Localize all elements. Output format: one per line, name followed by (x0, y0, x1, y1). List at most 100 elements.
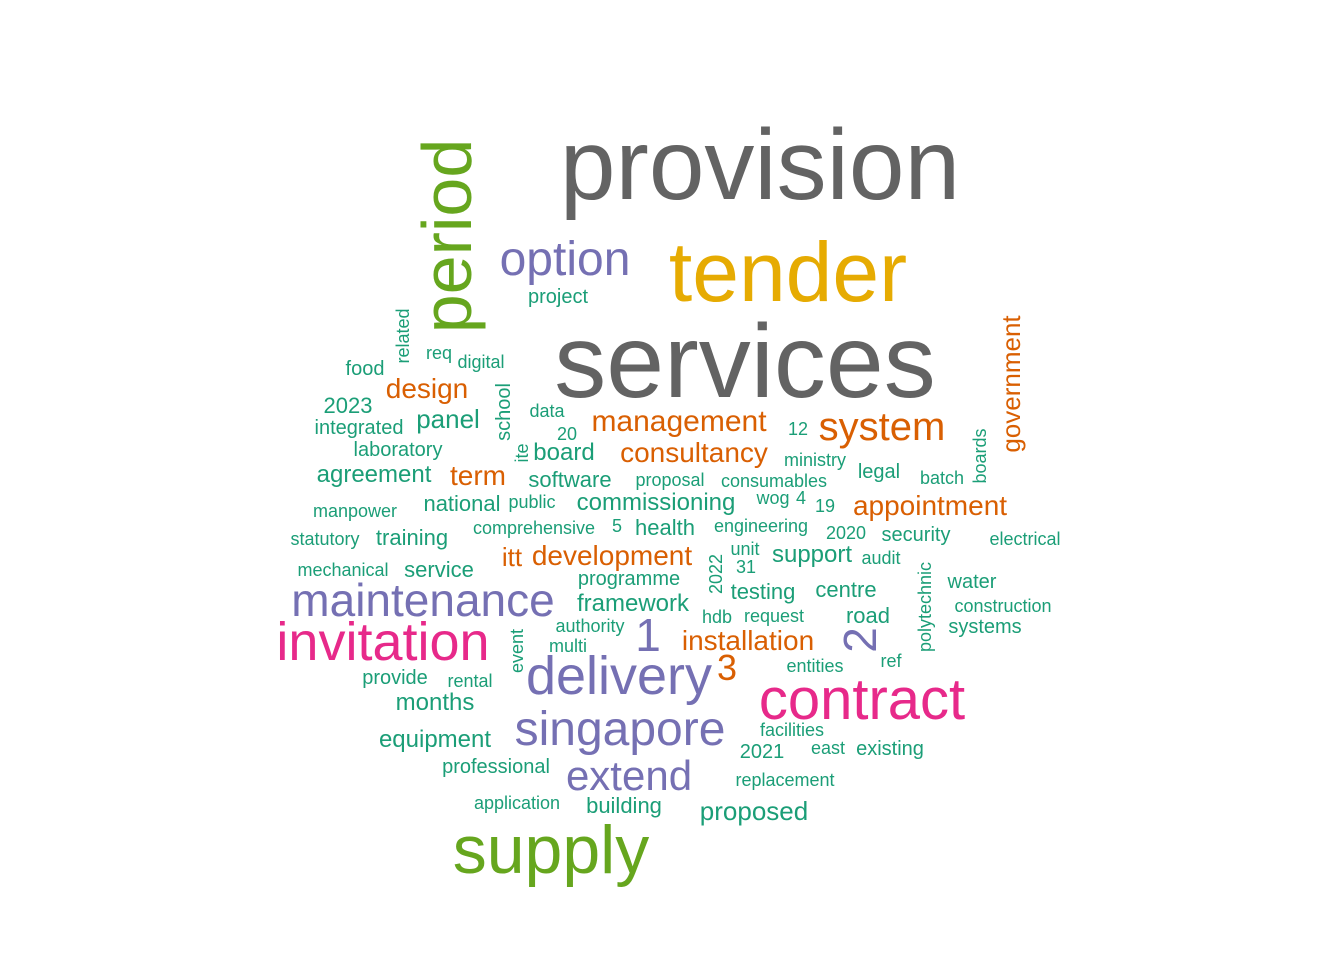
word-integrated: integrated (314, 417, 404, 439)
word-framework: framework (576, 590, 690, 617)
word-term: term (450, 460, 506, 491)
word-multi: multi (548, 636, 588, 656)
word-building: building (586, 793, 662, 818)
word-related: related (393, 308, 413, 364)
word-mechanical: mechanical (297, 560, 389, 580)
word-maintenance: maintenance (291, 574, 555, 626)
word-systems: systems (948, 616, 1022, 638)
word-wog: wog (756, 488, 790, 508)
word-contract: contract (758, 667, 966, 732)
word-ite: ite (512, 443, 532, 463)
word-ref: ref (880, 651, 902, 671)
word-2020: 2020 (825, 523, 867, 543)
word-4: 4 (795, 488, 807, 508)
word-boards: boards (970, 428, 990, 484)
word-panel: panel (416, 404, 480, 434)
word-batch: batch (919, 468, 965, 488)
word-option: option (499, 233, 631, 286)
word-professional: professional (442, 756, 550, 778)
word-electrical: electrical (989, 529, 1061, 549)
word-5: 5 (611, 516, 623, 536)
word-design: design (385, 373, 469, 404)
word-facilities: facilities (759, 720, 825, 740)
word-months: months (395, 689, 475, 716)
word-engineering: engineering (713, 516, 809, 536)
word-training: training (375, 525, 449, 550)
word-2: 2 (834, 627, 886, 653)
word-appointment: appointment (852, 490, 1008, 521)
word-existing: existing (856, 738, 924, 760)
word-project: project (527, 286, 589, 308)
word-31: 31 (735, 557, 757, 577)
word-laboratory: laboratory (353, 439, 443, 461)
word-itt: itt (501, 542, 523, 572)
word-installation: installation (681, 625, 815, 656)
word-singapore: singapore (514, 703, 726, 756)
word-extend: extend (565, 752, 693, 799)
word-support: support (771, 541, 853, 568)
word-comprehensive: comprehensive (472, 518, 596, 538)
word-statutory: statutory (290, 529, 360, 549)
word-12: 12 (787, 419, 809, 439)
word-19: 19 (814, 496, 836, 516)
word-food: food (345, 358, 385, 380)
word-manpower: manpower (312, 501, 398, 521)
word-national: national (423, 491, 501, 516)
word-invitation: invitation (276, 612, 490, 672)
word-board: board (533, 439, 595, 466)
word-ministry: ministry (784, 450, 846, 470)
word-legal: legal (857, 461, 901, 483)
word-proposal: proposal (635, 470, 705, 490)
word-service: service (404, 557, 474, 582)
word-hdb: hdb (701, 607, 733, 627)
word-commissioning: commissioning (576, 489, 736, 516)
word-2021: 2021 (739, 741, 785, 763)
word-consultancy: consultancy (620, 437, 768, 468)
word-2022: 2022 (706, 553, 726, 595)
word-2023: 2023 (323, 393, 373, 418)
word-req: req (425, 343, 453, 363)
word-rental: rental (447, 671, 493, 691)
word-20: 20 (556, 424, 578, 444)
word-testing: testing (730, 579, 796, 604)
word-system: system (818, 405, 946, 449)
word-event: event (507, 628, 527, 674)
word-entities: entities (786, 656, 844, 676)
word-unit: unit (730, 539, 760, 559)
word-software: software (528, 467, 612, 492)
word-3: 3 (716, 647, 738, 688)
word-period: period (408, 138, 486, 334)
word-water: water (947, 571, 997, 593)
word-data: data (529, 401, 565, 421)
word-request: request (743, 606, 805, 626)
word-provision: provision (559, 109, 961, 221)
word-security: security (881, 524, 951, 546)
word-authority: authority (555, 616, 625, 636)
word-health: health (635, 515, 695, 540)
word-provide: provide (362, 667, 428, 689)
word-road: road (845, 603, 891, 628)
word-centre: centre (815, 577, 877, 602)
word-1: 1 (635, 609, 661, 661)
word-east: east (810, 738, 846, 758)
word-proposed: proposed (699, 796, 809, 826)
word-construction: construction (954, 596, 1052, 616)
word-supply: supply (452, 812, 650, 888)
word-delivery: delivery (525, 646, 713, 706)
word-consumables: consumables (720, 471, 828, 491)
word-replacement: replacement (735, 770, 835, 790)
word-management: management (591, 405, 767, 438)
word-audit: audit (861, 548, 901, 568)
word-services: services (554, 304, 936, 420)
word-digital: digital (457, 352, 505, 372)
word-public: public (508, 492, 556, 512)
word-development: development (531, 540, 693, 571)
word-programme: programme (577, 568, 681, 590)
word-government: government (996, 315, 1026, 453)
word-polytechnic: polytechnic (915, 561, 935, 653)
word-application: application (473, 793, 561, 813)
word-equipment: equipment (378, 726, 492, 753)
word-tender: tender (668, 225, 908, 319)
word-school: school (493, 383, 515, 441)
